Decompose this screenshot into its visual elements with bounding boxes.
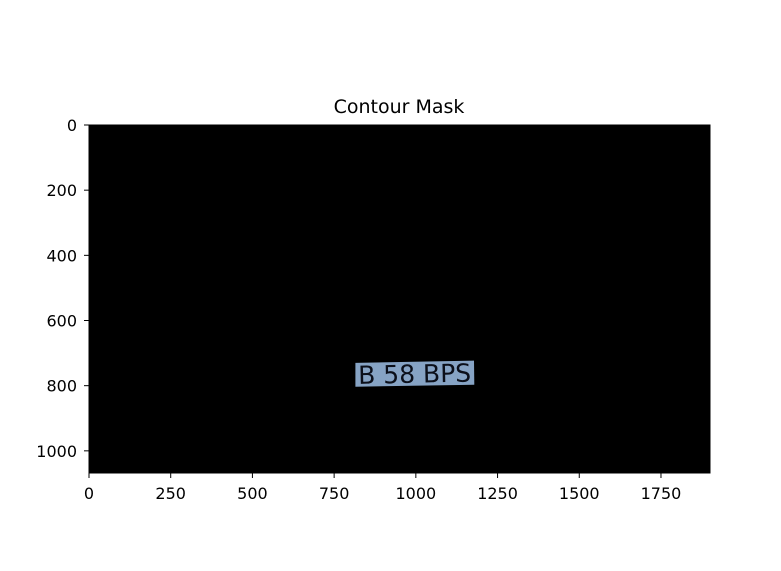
y-tick-label: 600	[46, 312, 77, 331]
x-tick-label: 500	[237, 484, 268, 503]
y-tick-label: 400	[46, 246, 77, 265]
x-tick-label: 1500	[559, 484, 600, 503]
x-tick-label: 0	[84, 484, 94, 503]
chart-title: Contour Mask	[334, 96, 465, 118]
x-tick-label: 1750	[641, 484, 682, 503]
y-tick-label: 200	[46, 181, 77, 200]
plot-frame	[88, 124, 711, 474]
x-axis: 0 250 500 750 1000 1250 1500 1750	[84, 473, 681, 503]
masked-plate-region	[355, 360, 475, 387]
x-tick-label: 250	[155, 484, 186, 503]
image-area	[89, 125, 710, 473]
plate-text: B 58 BPS	[358, 359, 472, 390]
y-tick-label: 1000	[36, 442, 77, 461]
y-tick-label: 0	[67, 116, 77, 135]
x-tick-label: 1000	[395, 484, 436, 503]
x-tick-label: 1250	[477, 484, 518, 503]
y-axis: 0 200 400 600 800 1000	[36, 116, 89, 461]
x-tick-label: 750	[319, 484, 350, 503]
y-tick-label: 800	[46, 377, 77, 396]
